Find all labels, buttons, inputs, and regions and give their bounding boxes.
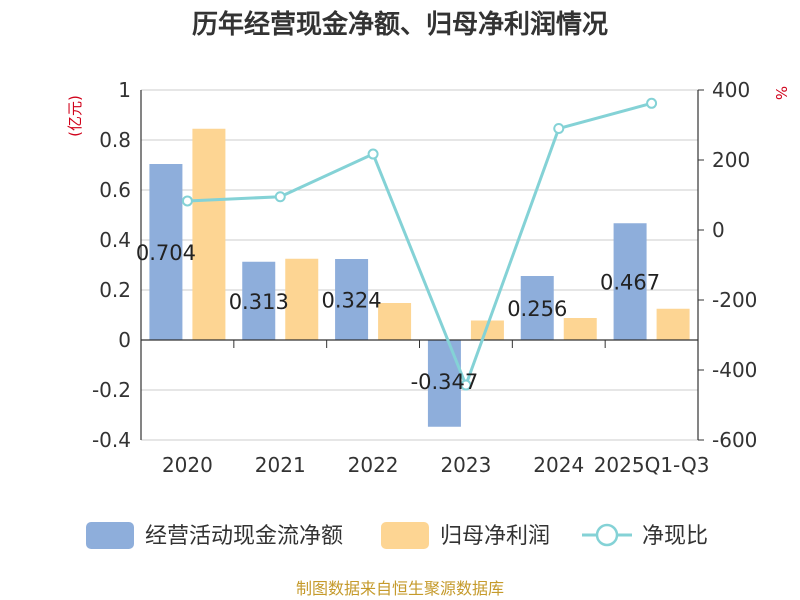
y-right-tick-label: 0: [712, 218, 725, 242]
bar-net-profit: [285, 258, 319, 340]
bar-operating-cash-flow: [242, 261, 276, 340]
y-right-tick-label: -600: [712, 428, 757, 452]
x-tick-label: 2023: [440, 453, 491, 477]
data-label-operating-cash-flow: 0.313: [229, 290, 289, 314]
cash-ratio-point: [646, 97, 658, 109]
bar-net-profit: [563, 318, 597, 340]
y-left-tick-label: 0.6: [99, 178, 131, 202]
y-left-tick-label: -0.4: [92, 428, 131, 452]
y-right-tick-label: -200: [712, 288, 757, 312]
data-label-operating-cash-flow: -0.347: [411, 370, 479, 394]
data-label-operating-cash-flow: 0.324: [322, 289, 382, 313]
cash-ratio-point: [553, 123, 565, 134]
y-left-tick-label: -0.2: [92, 378, 131, 402]
x-tick-label: 2024: [533, 453, 584, 477]
bar-operating-cash-flow: [335, 259, 369, 340]
bar-operating-cash-flow: [613, 223, 647, 340]
cash-ratio-point: [274, 191, 286, 203]
bars: [149, 128, 690, 427]
bar-net-profit: [470, 320, 504, 340]
legend-label: 归母净利润: [440, 524, 550, 549]
source-note: 制图数据来自恒生聚源数据库: [296, 579, 504, 598]
chart-title: 历年经营现金净额、归母净利润情况: [192, 9, 608, 40]
x-tick-label: 2025Q1-Q3: [594, 453, 710, 477]
y-right-tick-label: -400: [712, 358, 757, 382]
bar-operating-cash-flow: [149, 164, 183, 340]
cash-ratio-point: [367, 148, 379, 160]
legend-label: 净现比: [642, 524, 708, 549]
y-left-tick-label: 0.4: [99, 228, 131, 252]
x-tick-label: 2021: [255, 453, 306, 477]
cash-ratio-line: [187, 101, 652, 390]
axes: 1 0.8 0.6 0.4 0.2 0 -0.2 -0.4 400 200 0 -200 -400 -60…: [92, 78, 757, 477]
data-labels: 0.704 0.313 0.324 -0.347 0.256 0.467: [136, 241, 660, 394]
legend-swatch: [86, 522, 134, 549]
data-label-operating-cash-flow: 0.467: [600, 271, 660, 295]
legend[interactable]: 经营活动现金流净额 归母净利润 净现比: [86, 522, 708, 549]
ratio-line: [181, 97, 658, 391]
legend-operating-cash-flow[interactable]: 经营活动现金流净额: [86, 522, 343, 549]
bar-operating-cash-flow: [427, 340, 461, 427]
legend-swatch-marker: [595, 523, 619, 547]
legend-label: 经营活动现金流净额: [145, 524, 343, 549]
cash-ratio-point: [460, 379, 472, 391]
y-axis-left-label: (亿元): [66, 95, 84, 137]
y-left-tick-label: 0: [118, 328, 131, 352]
y-right-tick-label: 400: [712, 78, 750, 102]
y-left-tick-label: 0.2: [99, 278, 131, 302]
bar-operating-cash-flow: [520, 276, 554, 340]
cash-ratio-point: [181, 195, 193, 207]
x-tick-label: 2020: [162, 453, 213, 477]
legend-net-profit[interactable]: 归母净利润: [381, 522, 550, 549]
bar-net-profit: [192, 128, 226, 340]
y-left-tick-label: 0.8: [99, 128, 131, 152]
bar-net-profit: [656, 308, 690, 340]
data-label-operating-cash-flow: 0.704: [136, 241, 196, 265]
x-tick-label: 2022: [348, 453, 399, 477]
y-right-tick-label: 200: [712, 148, 750, 172]
legend-cash-ratio[interactable]: 净现比: [582, 523, 708, 549]
legend-swatch: [381, 522, 429, 549]
y-left-tick-label: 1: [118, 78, 131, 102]
y-axis-right-label: %: [772, 86, 790, 100]
data-label-operating-cash-flow: 0.256: [507, 297, 567, 321]
bar-net-profit: [378, 303, 412, 340]
